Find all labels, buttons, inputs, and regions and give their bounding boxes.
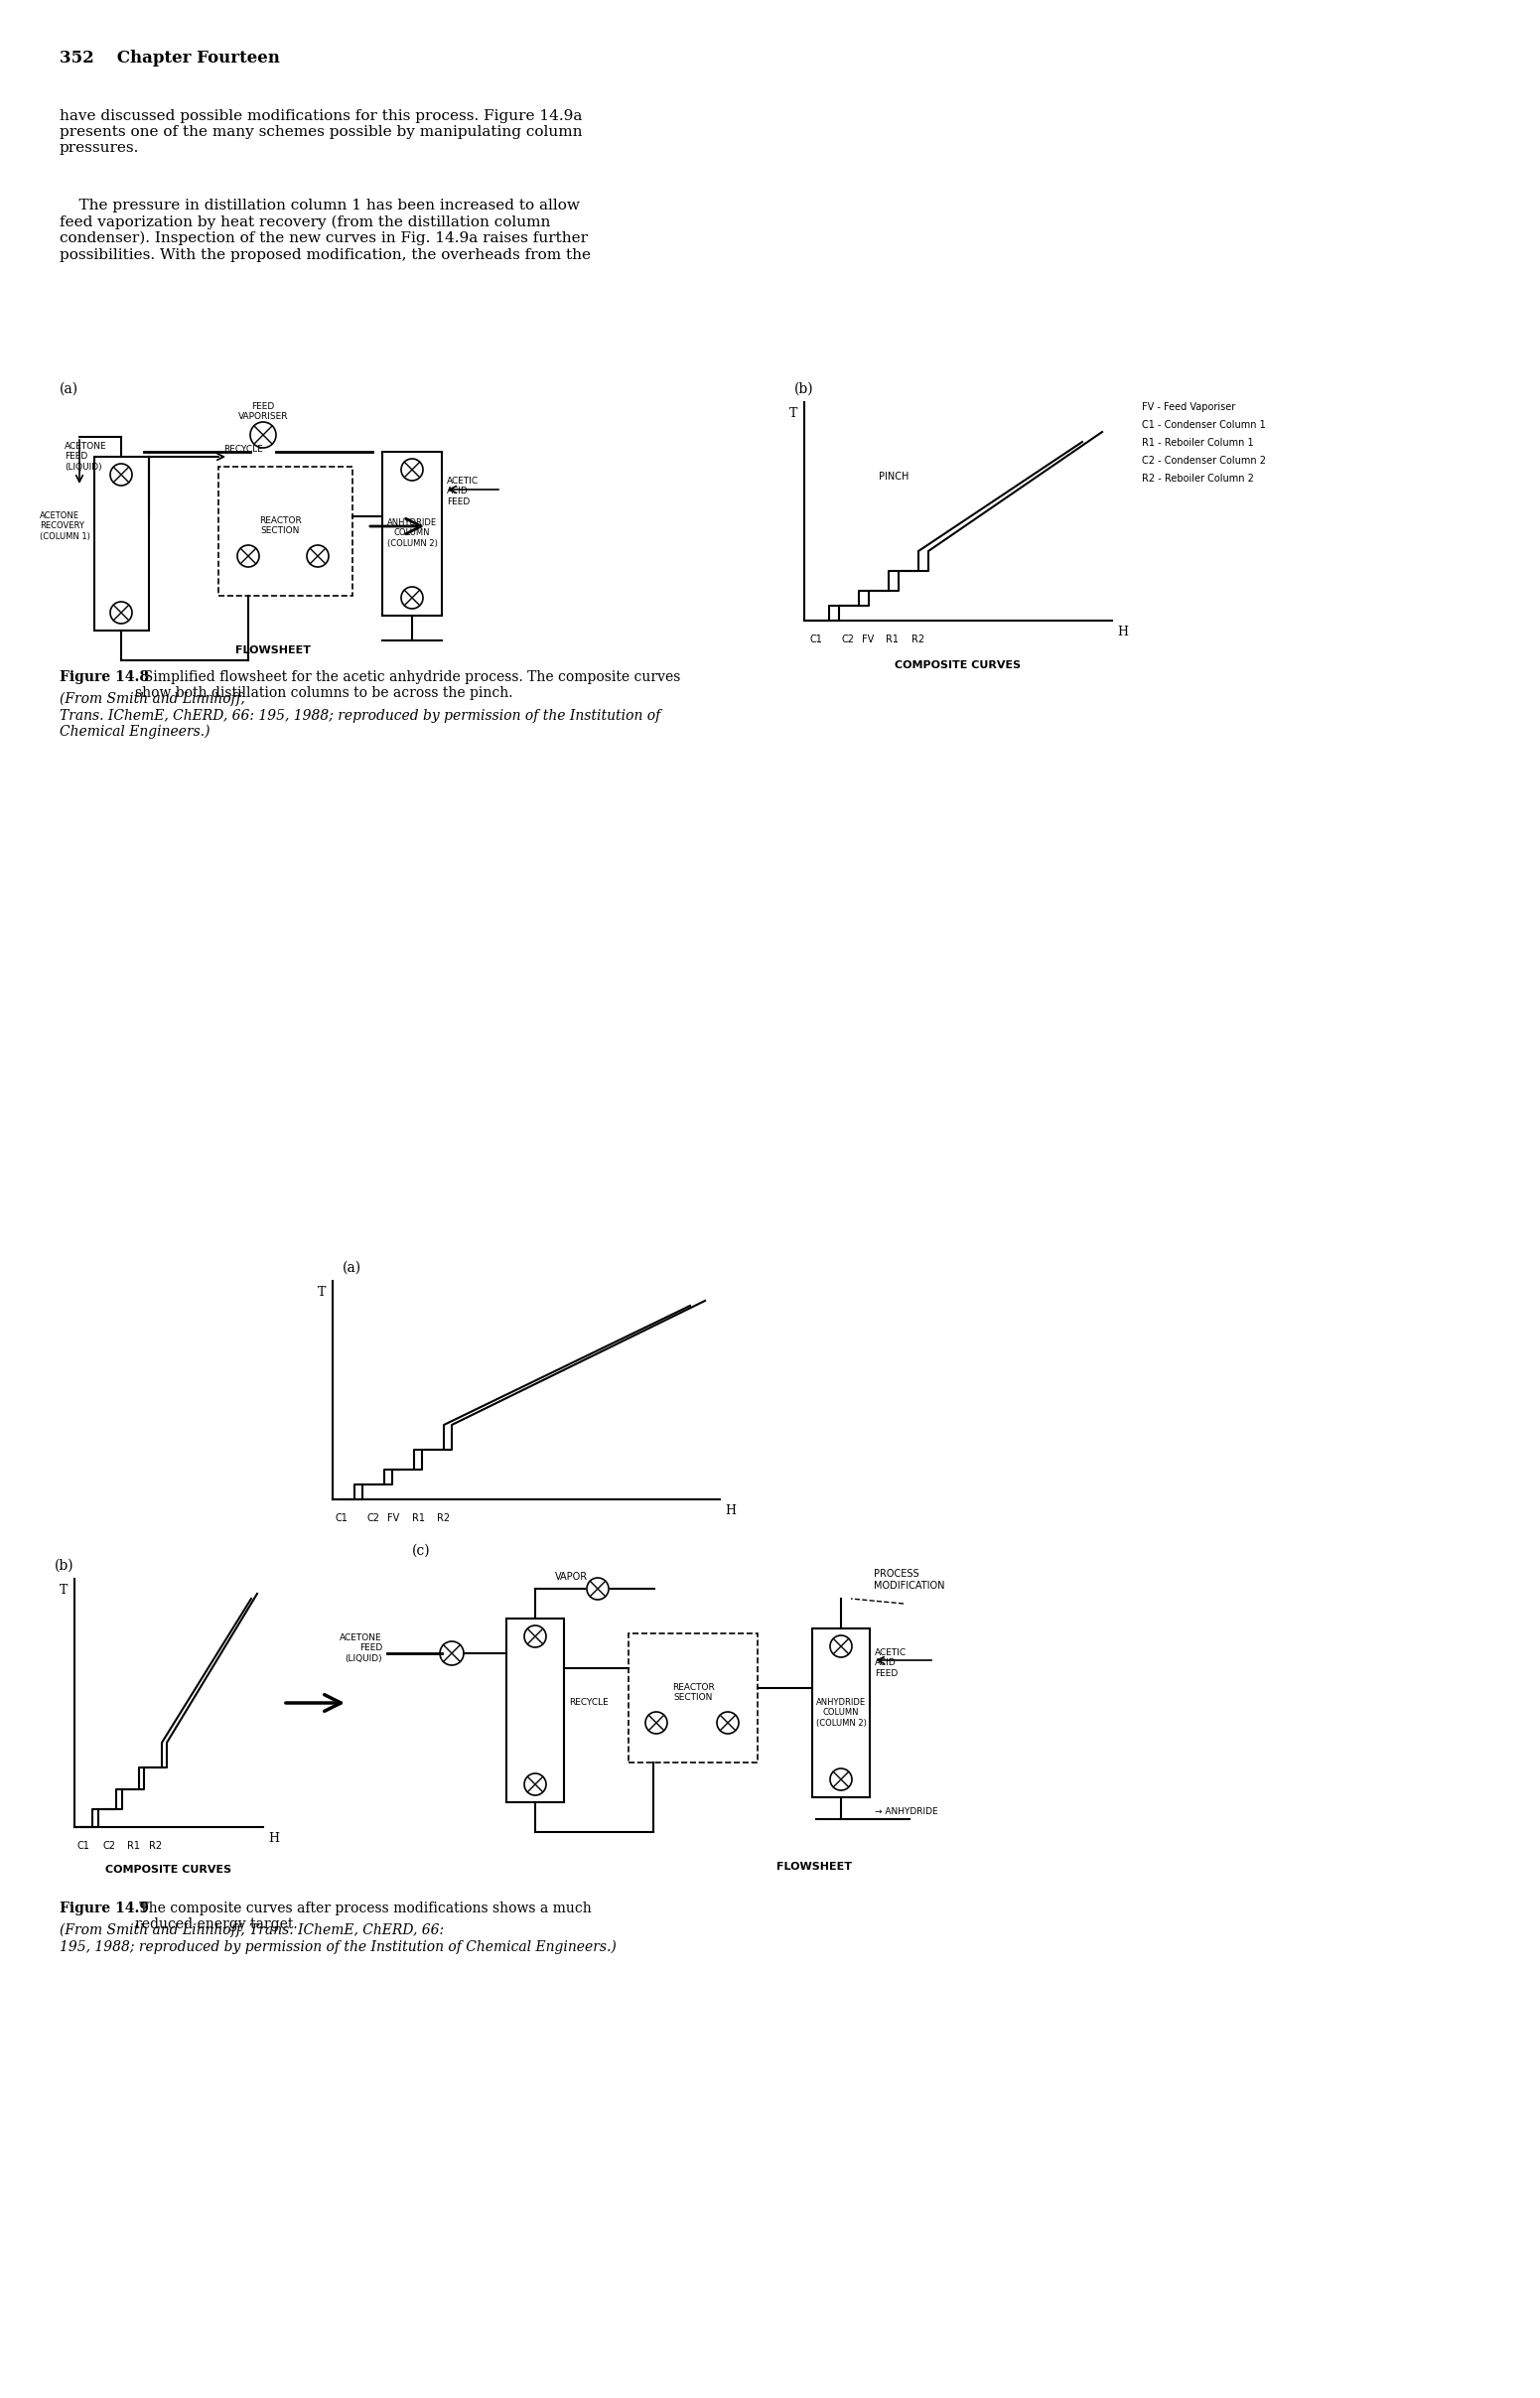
Text: have discussed possible modifications for this process. Figure 14.9a
presents on: have discussed possible modifications fo… (60, 110, 582, 156)
Text: Figure 14.8: Figure 14.8 (60, 671, 149, 683)
Text: R1: R1 (885, 635, 898, 645)
Text: R1 - Reboiler Column 1: R1 - Reboiler Column 1 (1141, 439, 1254, 448)
Text: C2 - Condenser Column 2: C2 - Condenser Column 2 (1141, 456, 1266, 465)
Text: (b): (b) (54, 1559, 74, 1573)
Text: ACETIC
ACID
FEED: ACETIC ACID FEED (447, 477, 479, 506)
Text: ACETONE
FEED
(LIQUID): ACETONE FEED (LIQUID) (65, 441, 106, 472)
Text: ACETIC
ACID
FEED: ACETIC ACID FEED (875, 1647, 907, 1679)
Text: REACTOR
SECTION: REACTOR SECTION (259, 516, 302, 535)
Text: C1 - Condenser Column 1: C1 - Condenser Column 1 (1141, 420, 1266, 429)
Text: C1: C1 (336, 1513, 348, 1523)
Text: FLOWSHEET: FLOWSHEET (236, 645, 311, 655)
Text: R2 - Reboiler Column 2: R2 - Reboiler Column 2 (1141, 475, 1254, 484)
Text: C2: C2 (102, 1842, 115, 1851)
Text: COMPOSITE CURVES: COMPOSITE CURVES (895, 659, 1021, 671)
Text: R2: R2 (437, 1513, 450, 1523)
Text: RECYCLE: RECYCLE (223, 446, 263, 453)
Text: PROCESS
MODIFICATION: PROCESS MODIFICATION (873, 1568, 944, 1590)
Bar (382, 451, 442, 616)
Text: FV: FV (387, 1513, 399, 1523)
Bar (628, 1633, 758, 1763)
Text: T: T (790, 408, 798, 420)
Text: FV: FV (862, 635, 875, 645)
Text: (a): (a) (60, 381, 79, 396)
Bar (94, 456, 149, 631)
Text: REACTOR
SECTION: REACTOR SECTION (671, 1683, 715, 1703)
Text: 352    Chapter Fourteen: 352 Chapter Fourteen (60, 50, 280, 67)
Text: ANHYDRIDE
COLUMN
(COLUMN 2): ANHYDRIDE COLUMN (COLUMN 2) (387, 518, 437, 547)
Text: T: T (317, 1285, 326, 1300)
Text: The pressure in distillation column 1 has been increased to allow
feed vaporizat: The pressure in distillation column 1 ha… (60, 199, 591, 261)
Text: ACETONE
FEED
(LIQUID): ACETONE FEED (LIQUID) (340, 1633, 382, 1662)
Text: → ANHYDRIDE: → ANHYDRIDE (875, 1808, 938, 1815)
Text: R1: R1 (128, 1842, 140, 1851)
Text: VAPOR: VAPOR (554, 1571, 587, 1583)
Text: (c): (c) (413, 1544, 431, 1559)
Text: R2: R2 (149, 1842, 162, 1851)
Text: ANHYDRIDE
COLUMN
(COLUMN 2): ANHYDRIDE COLUMN (COLUMN 2) (816, 1698, 865, 1727)
Text: C2: C2 (842, 635, 855, 645)
Text: T: T (60, 1583, 68, 1597)
Text: COMPOSITE CURVES: COMPOSITE CURVES (106, 1866, 233, 1875)
Text: C1: C1 (77, 1842, 91, 1851)
Text: (From Smith and Linnhoff, Trans. IChemE, ChERD, 66:
195, 1988; reproduced by per: (From Smith and Linnhoff, Trans. IChemE,… (60, 1923, 616, 1954)
Text: (From Smith and Linnhoff,
Trans. IChemE, ChERD, 66: 195, 1988; reproduced by per: (From Smith and Linnhoff, Trans. IChemE,… (60, 693, 661, 739)
Text: FLOWSHEET: FLOWSHEET (776, 1861, 852, 1873)
Text: C1: C1 (809, 635, 822, 645)
Text: Figure 14.9: Figure 14.9 (60, 1902, 149, 1916)
Text: RECYCLE: RECYCLE (568, 1698, 608, 1707)
Text: PINCH: PINCH (879, 472, 909, 482)
Text: ACETONE
RECOVERY
(COLUMN 1): ACETONE RECOVERY (COLUMN 1) (40, 511, 91, 542)
Text: R2: R2 (912, 635, 924, 645)
Bar (507, 1619, 564, 1803)
Text: FV - Feed Vaporiser: FV - Feed Vaporiser (1141, 403, 1235, 412)
Text: The composite curves after process modifications shows a much
reduced energy tar: The composite curves after process modif… (136, 1902, 591, 1930)
Text: H: H (725, 1504, 736, 1518)
Text: Simplified flowsheet for the acetic anhydride process. The composite curves
show: Simplified flowsheet for the acetic anhy… (136, 671, 681, 700)
Text: H: H (1116, 626, 1127, 638)
Text: (a): (a) (342, 1261, 362, 1276)
Text: FEED
VAPORISER: FEED VAPORISER (239, 403, 288, 422)
Text: (b): (b) (795, 381, 813, 396)
Text: R1: R1 (413, 1513, 425, 1523)
Text: C2: C2 (368, 1513, 380, 1523)
Text: H: H (268, 1832, 279, 1844)
Bar (812, 1628, 870, 1796)
Bar (219, 468, 353, 595)
